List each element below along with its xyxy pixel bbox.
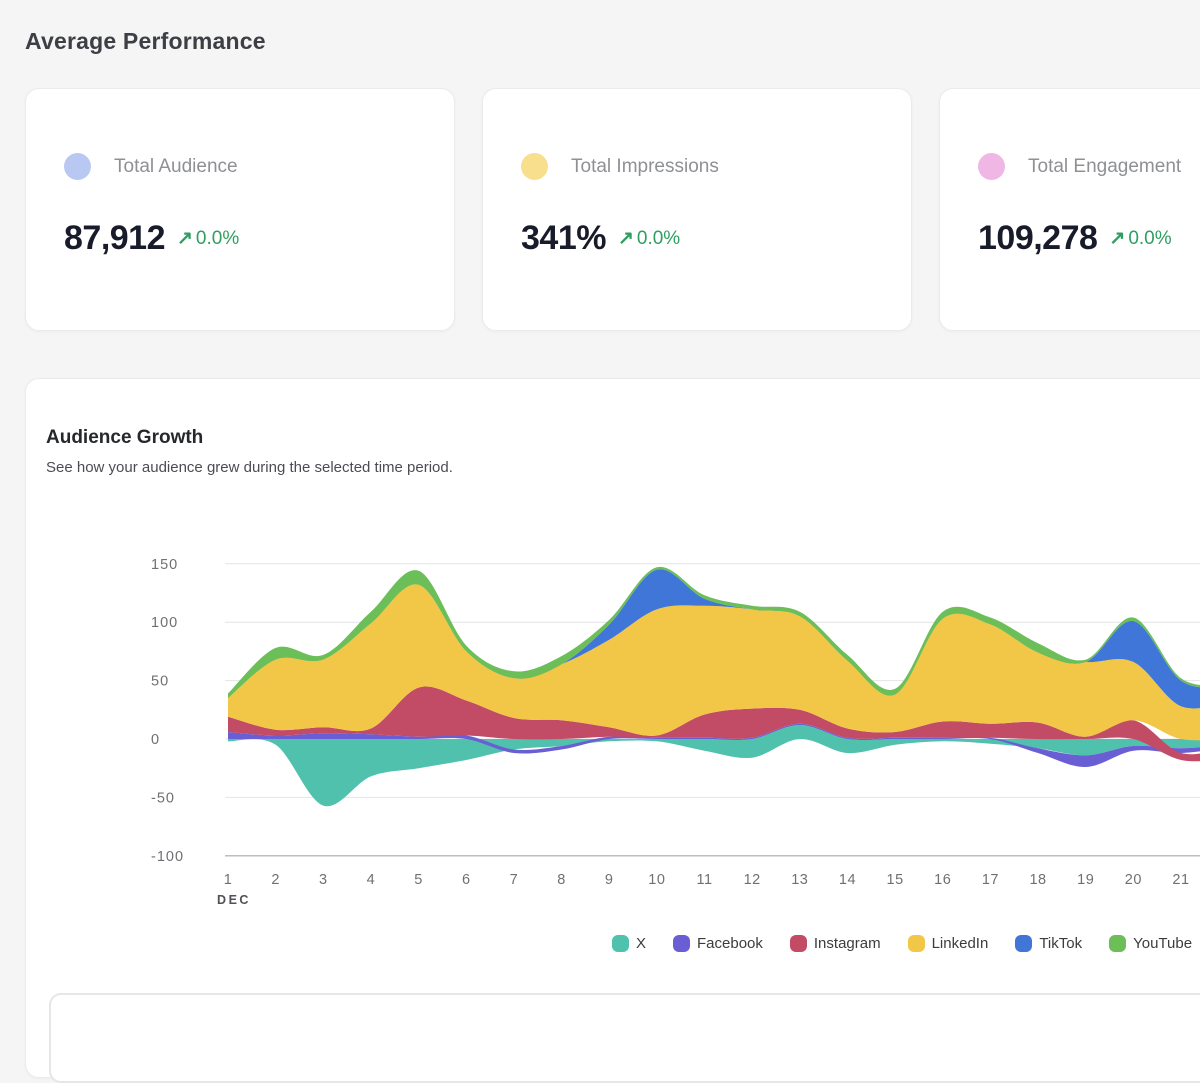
legend-swatch-icon [789,935,807,952]
svg-text:20: 20 [1125,872,1142,888]
legend-label: X [636,935,647,952]
svg-text:21: 21 [1172,872,1189,888]
legend-swatch-icon [673,935,691,952]
legend-label: LinkedIn [931,935,989,952]
metric-delta-value: 0.0% [195,227,240,249]
svg-text:16: 16 [934,872,951,888]
legend-swatch-icon [612,935,629,952]
metric-delta: ↗ 0.0% [1109,227,1171,250]
svg-text:17: 17 [982,872,999,888]
svg-text:8: 8 [557,872,566,888]
legend-item-instagram[interactable]: Instagram [789,935,881,952]
metric-delta-value: 0.0% [1128,227,1172,249]
svg-text:-100: -100 [151,849,184,865]
metric-label: Total Impressions [571,156,719,177]
summary-cards-grid: Total Audience 87,912 ↗ 0.0% Total Impre… [25,88,1200,331]
metric-value-row: 341% ↗ 0.0% [521,219,680,258]
svg-text:3: 3 [319,872,328,888]
legend-swatch-icon [1109,935,1127,952]
details-panel [49,993,1200,1083]
legend-swatch-icon [907,935,925,952]
trend-up-icon: ↗ [617,228,634,249]
metric-value: 109,278 [978,219,1098,257]
trend-up-icon: ↗ [177,228,193,249]
metric-value-row: 87,912 ↗ 0.0% [64,219,239,258]
svg-text:150: 150 [151,557,178,573]
svg-text:100: 100 [151,615,178,631]
svg-text:11: 11 [696,872,712,888]
svg-text:12: 12 [744,872,761,888]
legend-label: YouTube [1133,935,1193,952]
chart-legend: X Facebook Instagram LinkedIn TikTok You… [612,935,1192,952]
summary-card-total-impressions: Total Impressions 341% ↗ 0.0% [482,88,912,331]
metric-delta: ↗ 0.0% [618,227,680,250]
svg-text:-50: -50 [151,790,175,806]
chart-subtitle: See how your audience grew during the se… [46,459,453,476]
metric-dot-icon [521,153,548,180]
metric-dot-icon [64,153,91,180]
svg-text:7: 7 [510,872,519,888]
svg-text:4: 4 [367,872,376,888]
legend-label: Facebook [697,935,763,952]
svg-text:50: 50 [151,674,169,690]
svg-text:14: 14 [839,872,856,888]
svg-text:18: 18 [1029,872,1046,888]
metric-delta-value: 0.0% [636,227,681,249]
metric-delta: ↗ 0.0% [177,227,239,250]
legend-item-youtube[interactable]: YouTube [1109,935,1192,952]
trend-up-icon: ↗ [1109,228,1126,249]
svg-text:10: 10 [648,872,665,888]
svg-text:9: 9 [605,872,614,888]
legend-swatch-icon [1015,935,1033,952]
audience-growth-card: Audience Growth See how your audience gr… [25,378,1200,1083]
metric-value: 87,912 [64,219,166,257]
legend-item-facebook[interactable]: Facebook [673,935,763,952]
svg-text:15: 15 [887,872,904,888]
svg-text:19: 19 [1077,872,1094,888]
legend-label: Instagram [813,935,881,952]
metric-label: Total Audience [114,156,238,177]
metric-value-row: 109,278 ↗ 0.0% [978,219,1172,258]
legend-item-linkedin[interactable]: LinkedIn [907,935,989,952]
legend-label: TikTok [1039,935,1083,952]
metric-dot-icon [978,153,1005,180]
svg-text:13: 13 [791,872,808,888]
page-title: Average Performance [25,28,266,54]
chart-title: Audience Growth [46,427,204,448]
legend-item-x[interactable]: X [612,935,646,952]
summary-card-total-audience: Total Audience 87,912 ↗ 0.0% [25,88,455,331]
svg-text:DEC: DEC [217,893,251,907]
metric-label: Total Engagement [1028,156,1182,177]
svg-text:5: 5 [414,872,423,888]
legend-item-tiktok[interactable]: TikTok [1015,935,1082,952]
svg-text:2: 2 [271,872,280,888]
svg-text:1: 1 [224,872,233,888]
svg-text:0: 0 [151,732,160,748]
svg-text:6: 6 [462,872,471,888]
summary-card-total-engagement: Total Engagement 109,278 ↗ 0.0% [939,88,1200,331]
metric-value: 341% [521,219,606,257]
